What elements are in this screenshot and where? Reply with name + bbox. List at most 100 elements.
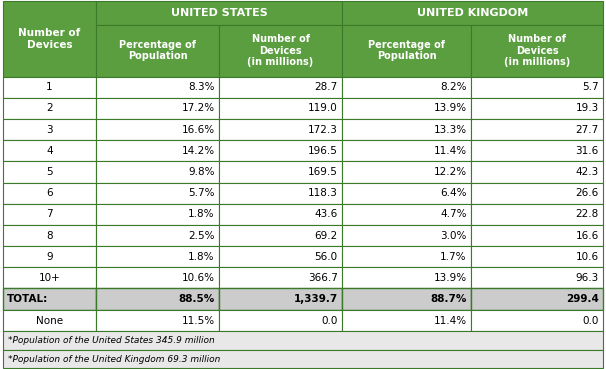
Text: 1.7%: 1.7%	[440, 252, 467, 262]
Text: 3.0%: 3.0%	[441, 231, 467, 241]
Text: 1,339.7: 1,339.7	[293, 294, 338, 304]
Bar	[342, 98, 471, 119]
Bar	[3, 204, 96, 225]
Text: TOTAL:: TOTAL:	[7, 294, 48, 304]
Text: 2.5%: 2.5%	[188, 231, 215, 241]
Bar	[3, 183, 96, 204]
Text: 22.8: 22.8	[576, 209, 599, 219]
Text: 7: 7	[46, 209, 53, 219]
Text: 27.7: 27.7	[576, 125, 599, 135]
Text: 13.3%: 13.3%	[434, 125, 467, 135]
Text: 4: 4	[46, 146, 53, 156]
Text: 299.4: 299.4	[566, 294, 599, 304]
Bar	[3, 331, 603, 350]
Bar	[342, 183, 471, 204]
Bar	[471, 289, 603, 310]
Bar	[471, 225, 603, 246]
Bar	[471, 161, 603, 183]
Text: 9: 9	[46, 252, 53, 262]
Bar	[219, 119, 342, 140]
Text: UNITED KINGDOM: UNITED KINGDOM	[417, 8, 528, 18]
Text: *Population of the United States 345.9 million: *Population of the United States 345.9 m…	[8, 336, 215, 345]
Bar	[219, 310, 342, 331]
Text: 31.6: 31.6	[576, 146, 599, 156]
Text: 1: 1	[46, 82, 53, 92]
Text: 5.7%: 5.7%	[188, 188, 215, 198]
Text: Number of
Devices: Number of Devices	[18, 28, 81, 49]
Bar	[342, 119, 471, 140]
Text: 6: 6	[46, 188, 53, 198]
Bar	[219, 289, 342, 310]
Text: 0.0: 0.0	[582, 316, 599, 326]
Bar	[342, 1, 603, 25]
Text: 69.2: 69.2	[315, 231, 338, 241]
Text: 6.4%: 6.4%	[440, 188, 467, 198]
Text: *Population of the United Kingdom 69.3 million: *Population of the United Kingdom 69.3 m…	[8, 355, 220, 363]
Text: 17.2%: 17.2%	[182, 103, 215, 114]
Text: 28.7: 28.7	[315, 82, 338, 92]
Bar	[219, 77, 342, 98]
Bar	[96, 267, 219, 289]
Text: 11.4%: 11.4%	[434, 146, 467, 156]
Bar	[342, 161, 471, 183]
Bar	[219, 140, 342, 161]
Bar	[219, 98, 342, 119]
Bar	[342, 77, 471, 98]
Bar	[471, 267, 603, 289]
Text: 11.4%: 11.4%	[434, 316, 467, 326]
Bar	[219, 246, 342, 267]
Bar	[3, 310, 96, 331]
Text: 10+: 10+	[39, 273, 61, 283]
Bar	[96, 289, 219, 310]
Bar	[342, 25, 471, 77]
Bar	[342, 267, 471, 289]
Bar	[342, 310, 471, 331]
Bar	[219, 161, 342, 183]
Bar	[219, 225, 342, 246]
Bar	[96, 310, 219, 331]
Text: 5.7: 5.7	[582, 82, 599, 92]
Text: 5: 5	[46, 167, 53, 177]
Text: 196.5: 196.5	[308, 146, 338, 156]
Bar	[471, 310, 603, 331]
Bar	[96, 98, 219, 119]
Bar	[3, 1, 96, 77]
Bar	[342, 246, 471, 267]
Text: 10.6%: 10.6%	[182, 273, 215, 283]
Text: 16.6: 16.6	[576, 231, 599, 241]
Text: Percentage of
Population: Percentage of Population	[368, 40, 445, 62]
Text: 11.5%: 11.5%	[182, 316, 215, 326]
Bar	[96, 77, 219, 98]
Text: 2: 2	[46, 103, 53, 114]
Bar	[471, 140, 603, 161]
Bar	[342, 289, 471, 310]
Bar	[219, 183, 342, 204]
Text: 10.6: 10.6	[576, 252, 599, 262]
Bar	[471, 25, 603, 77]
Text: 19.3: 19.3	[576, 103, 599, 114]
Text: 169.5: 169.5	[308, 167, 338, 177]
Bar	[3, 289, 96, 310]
Text: Number of
Devices
(in millions): Number of Devices (in millions)	[247, 34, 314, 67]
Text: 42.3: 42.3	[576, 167, 599, 177]
Text: 118.3: 118.3	[308, 188, 338, 198]
Bar	[3, 98, 96, 119]
Bar	[96, 161, 219, 183]
Text: 16.6%: 16.6%	[182, 125, 215, 135]
Bar	[96, 119, 219, 140]
Text: 12.2%: 12.2%	[434, 167, 467, 177]
Text: 56.0: 56.0	[315, 252, 338, 262]
Bar	[3, 119, 96, 140]
Bar	[471, 204, 603, 225]
Bar	[96, 204, 219, 225]
Text: 13.9%: 13.9%	[434, 103, 467, 114]
Text: 8: 8	[46, 231, 53, 241]
Bar	[219, 204, 342, 225]
Bar	[96, 225, 219, 246]
Text: 366.7: 366.7	[308, 273, 338, 283]
Bar	[219, 25, 342, 77]
Bar	[3, 350, 603, 368]
Text: Percentage of
Population: Percentage of Population	[119, 40, 196, 62]
Text: None: None	[36, 316, 63, 326]
Text: 3: 3	[46, 125, 53, 135]
